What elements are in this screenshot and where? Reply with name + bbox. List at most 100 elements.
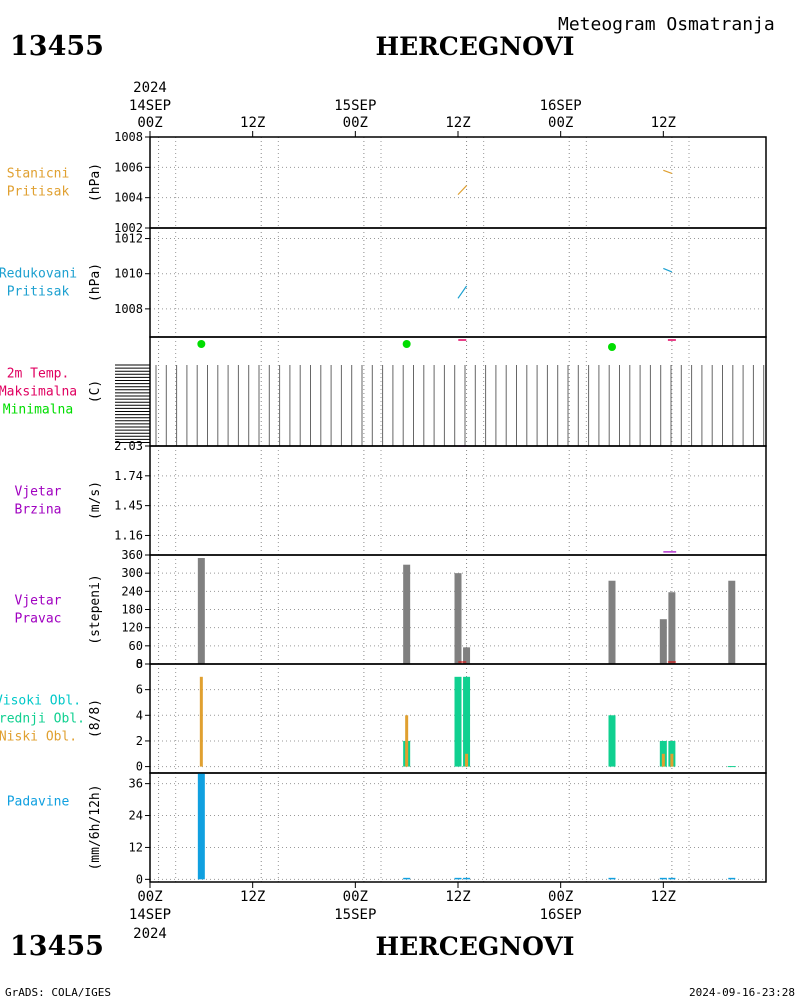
- y-tick-label: 1010: [114, 267, 143, 281]
- y-tick-label: 2.03: [114, 439, 143, 453]
- wind-direction-bar: [403, 564, 411, 664]
- top-tick-label: 00Z: [548, 115, 573, 131]
- panel-station-pressure: 1008 1006 1004 1002 (hPa) Stanicni Pritisak: [7, 130, 767, 235]
- tmin-point: [402, 340, 411, 348]
- y-tick-label: 0: [136, 657, 143, 671]
- footer-credit: GrADS: COLA/IGES: [5, 986, 111, 999]
- wind-direction-bar: [463, 647, 471, 664]
- tmin-point: [608, 343, 616, 351]
- panel-reduced-pressure: 1012 1010 1008 (hPa) Redukovani Pritisak: [0, 227, 767, 338]
- low-cloud-bar: [670, 753, 674, 767]
- middle-cloud-bar: [668, 740, 676, 767]
- bottom-day-label: 16SEP: [540, 907, 582, 923]
- y-tick-label: 180: [121, 603, 143, 617]
- panel-precipitation: 36 24 12 0 (mm/6h/12h) Padavine: [7, 772, 767, 886]
- low-cloud-bar: [405, 715, 409, 767]
- top-tick-label: 12Z: [445, 115, 470, 131]
- panel-wind-direction: 360 300 240 180 120 60 0 (stepeni) Vjetar Pravac: [15, 548, 767, 671]
- top-year-label: 2024: [133, 80, 167, 96]
- panel-clouds: 8 6 4 2 0 (8/8) Visoki Obl. Srednji Obl. Niski O…: [0, 657, 767, 774]
- y-tick-label: 1008: [114, 130, 143, 144]
- series-line: [663, 169, 673, 174]
- top-tick-label: 00Z: [343, 115, 368, 131]
- panel-unit: (hPa): [88, 263, 103, 302]
- middle-cloud-bar: [454, 676, 462, 767]
- y-tick-label: 0: [136, 760, 143, 774]
- precip-bar: [608, 877, 616, 880]
- y-tick-label: 1.74: [114, 469, 143, 483]
- top-tick-label: 12Z: [240, 115, 265, 131]
- wind-direction-bar: [454, 573, 462, 664]
- panel-label: 2m Temp.: [7, 367, 70, 382]
- y-tick-label: 36: [129, 777, 143, 791]
- y-tick-label: 8: [136, 657, 143, 671]
- panel-frame: [149, 136, 767, 229]
- y-tick-label: 1.16: [114, 528, 143, 542]
- panel-unit: (mm/6h/12h): [88, 784, 103, 870]
- panel-unit: (m/s): [88, 481, 103, 520]
- header-station-id: 13455: [10, 31, 104, 62]
- panel-unit: (hPa): [88, 163, 103, 202]
- panels-layer: 1008100610041002(hPa)StanicniPritisak101…: [0, 130, 767, 886]
- y-tick-label: 240: [121, 584, 143, 598]
- panel-label: Minimalna: [3, 403, 73, 418]
- top-day-label: 15SEP: [334, 98, 376, 114]
- footer-station-name: HERCEGNOVI: [375, 932, 574, 961]
- top-tick-label: 00Z: [137, 115, 162, 131]
- bottom-time-axis: 00Z 14SEP 2024 12Z 00Z 15SEP 12Z 00Z 16SEP 12Z: [129, 882, 676, 942]
- panel-label: Vjetar: [15, 594, 62, 609]
- wind-direction-bar: [659, 619, 667, 664]
- panel-unit: (8/8): [88, 699, 103, 738]
- y-tick-label: 1.45: [114, 499, 143, 513]
- wind-direction-bar: [668, 592, 676, 664]
- panel-label: Vjetar: [15, 485, 62, 500]
- tmin-point: [197, 340, 206, 348]
- y-tick-label: 12: [129, 840, 143, 854]
- panel-label: Maksimalna: [0, 385, 77, 400]
- panel-label: Pritisak: [7, 285, 70, 300]
- y-tick-label: 4: [136, 708, 143, 722]
- y-tick-label: 120: [121, 621, 143, 635]
- precip-bar: [403, 877, 411, 880]
- panel-frame: [149, 445, 767, 556]
- panel-frame: [149, 336, 767, 447]
- y-tick-label: 6: [136, 683, 143, 697]
- panel-label: Stanicni: [7, 167, 70, 182]
- y-tick-label: 24: [129, 809, 143, 823]
- wind-direction-bar: [197, 558, 205, 664]
- panel-label: Redukovani: [0, 267, 77, 282]
- y-tick-label: 300: [121, 566, 143, 580]
- y-tick-label: 1012: [114, 232, 143, 246]
- bottom-tick-label: 00Z: [343, 889, 368, 905]
- header-station-name: HERCEGNOVI: [375, 32, 574, 61]
- bottom-day-label: 14SEP: [129, 907, 171, 923]
- panel-label: Padavine: [7, 795, 70, 810]
- bottom-day-label: 15SEP: [334, 907, 376, 923]
- footer-station-id: 13455: [10, 931, 104, 962]
- precip-bar: [454, 877, 462, 880]
- bottom-year-label: 2024: [133, 926, 167, 942]
- panel-frame: [149, 772, 767, 883]
- precip-bar: [463, 877, 471, 880]
- low-cloud-bar: [661, 753, 665, 767]
- panel-temperature: (C) 2m Temp. Maksimalna Minimalna: [0, 336, 767, 447]
- middle-cloud-bar: [659, 740, 667, 767]
- y-tick-label: 2: [136, 734, 143, 748]
- middle-cloud-bar: [463, 676, 471, 767]
- wind-direction-bar: [728, 580, 736, 664]
- header-subtitle: Meteogram Osmatranja: [558, 14, 775, 35]
- wind-direction-bar: [608, 580, 616, 664]
- bottom-tick-label: 00Z: [548, 889, 573, 905]
- y-tick-label: 1004: [114, 191, 143, 205]
- panel-unit: (C): [88, 380, 103, 403]
- panel-unit: (stepeni): [88, 574, 103, 644]
- series-line: [457, 285, 468, 299]
- precip-bar: [728, 877, 736, 880]
- y-tick-label: 360: [121, 548, 143, 562]
- low-cloud-bar: [465, 753, 469, 767]
- y-tick-label: 1008: [114, 302, 143, 316]
- y-tick-label: 1002: [114, 221, 143, 235]
- low-cloud-bar: [199, 676, 203, 767]
- top-day-label: 14SEP: [129, 98, 171, 114]
